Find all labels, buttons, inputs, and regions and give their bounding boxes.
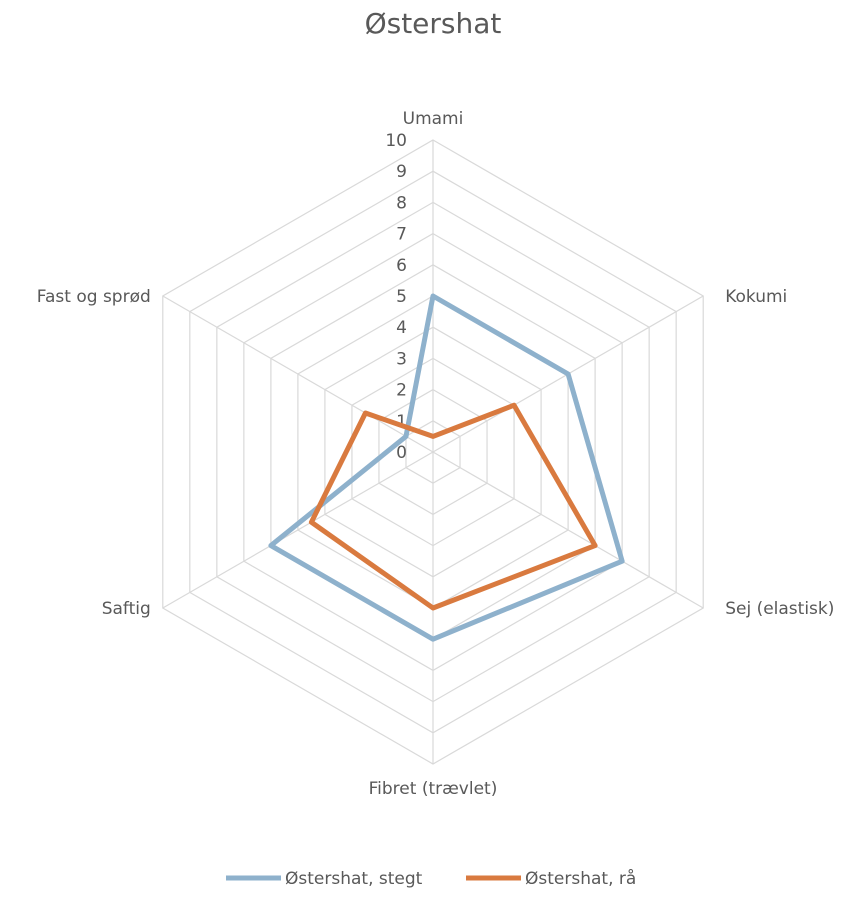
axis-label-1: Kokumi <box>725 287 787 307</box>
tick-label: 4 <box>396 318 407 338</box>
spoke-4 <box>162 451 434 609</box>
tick-label: 2 <box>396 381 407 401</box>
chart-title: Østershat <box>365 7 502 40</box>
tick-label: 10 <box>385 131 407 151</box>
tick-label: 1 <box>396 412 407 432</box>
tick-label: 0 <box>396 443 407 463</box>
series-group <box>268 293 625 642</box>
tick-label: 3 <box>396 349 407 369</box>
radial-tick-labels: 0 1 2 3 4 5 6 7 8 9 10 <box>385 131 407 463</box>
axis-labels: Umami Kokumi Sej (elastisk) Fibret (trævlet… <box>37 109 835 799</box>
legend-item-0[interactable]: Østershat, stegt <box>226 869 423 889</box>
axis-label-4: Saftig <box>102 599 151 619</box>
tick-label: 6 <box>396 256 407 276</box>
legend-label: Østershat, rå <box>525 868 636 889</box>
series-line-1 <box>308 402 598 611</box>
tick-label: 7 <box>396 225 407 245</box>
tick-label: 8 <box>396 193 407 213</box>
tick-label: 5 <box>396 287 407 307</box>
legend-label: Østershat, stegt <box>285 869 423 889</box>
axis-label-3: Fibret (trævlet) <box>369 779 498 799</box>
spoke-2 <box>432 451 704 609</box>
tick-label: 9 <box>396 162 407 182</box>
legend-item-1[interactable]: Østershat, rå <box>466 868 636 889</box>
axis-label-5: Fast og sprød <box>37 287 151 307</box>
spoke-5 <box>162 295 434 453</box>
axis-label-0: Umami <box>403 109 464 129</box>
axis-label-2: Sej (elastisk) <box>725 599 834 619</box>
legend[interactable]: Østershat, stegt Østershat, rå <box>226 868 636 889</box>
series-line-0 <box>268 293 625 642</box>
